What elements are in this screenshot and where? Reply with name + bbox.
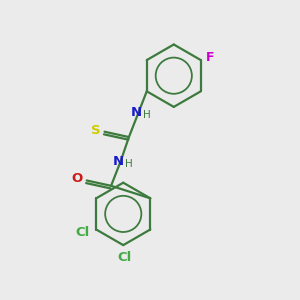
Text: Cl: Cl	[75, 226, 90, 239]
Text: N: N	[113, 155, 124, 168]
Text: N: N	[130, 106, 142, 119]
Text: H: H	[143, 110, 151, 120]
Text: H: H	[125, 159, 133, 169]
Text: S: S	[91, 124, 100, 137]
Text: Cl: Cl	[118, 251, 132, 264]
Text: F: F	[206, 51, 215, 64]
Text: O: O	[71, 172, 82, 185]
